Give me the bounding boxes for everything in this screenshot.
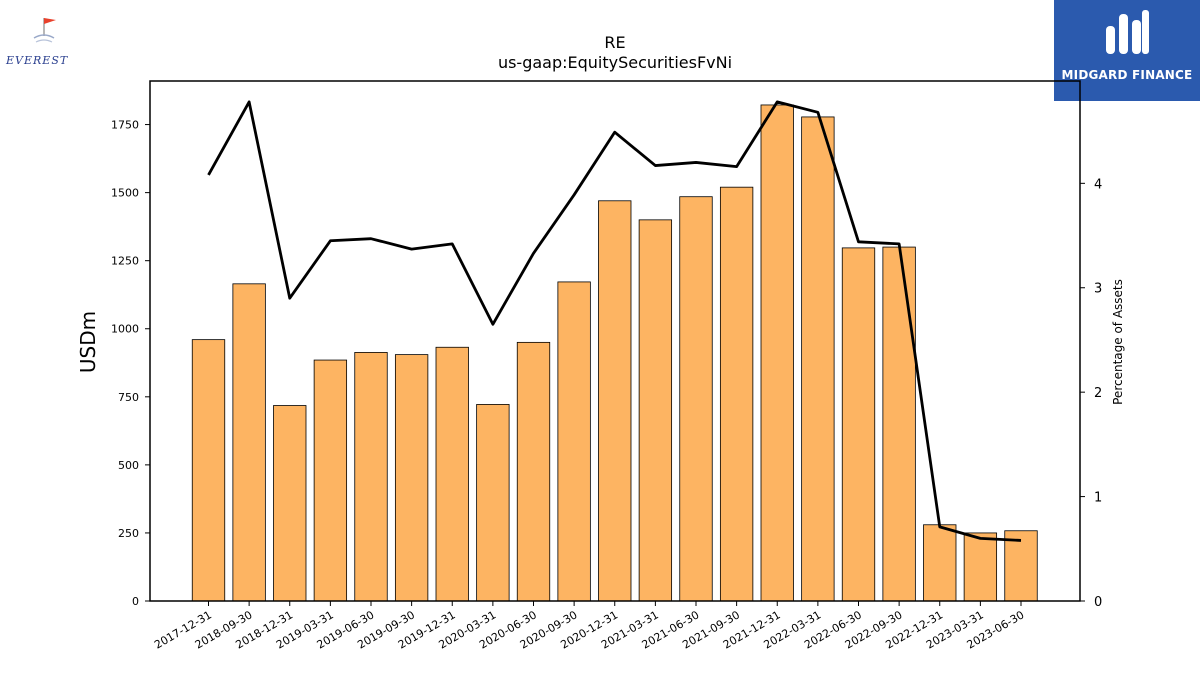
- chart-subtitle: us-gaap:EquitySecuritiesFvNi: [498, 53, 732, 72]
- bar-2020-12-31: [598, 200, 632, 602]
- y2-tick-label: 0: [1094, 595, 1102, 610]
- y2-axis-label: Percentage of Assets: [1111, 279, 1125, 405]
- bar-2022-09-30: [882, 246, 916, 602]
- y2-tick-label: 1: [1094, 491, 1102, 506]
- bar-2021-03-31: [638, 219, 673, 602]
- y2-tick-label: 4: [1094, 177, 1102, 192]
- bar-2021-12-31: [760, 104, 794, 602]
- bar-2019-06-30: [354, 352, 388, 602]
- chart-title: RE: [604, 33, 625, 52]
- bar-2022-12-31: [923, 524, 957, 602]
- everest-logo-text: EVEREST: [6, 54, 69, 67]
- y-tick-label: 750: [118, 391, 139, 404]
- y-tick-label: 1000: [111, 323, 139, 336]
- y-tick-label: 1250: [111, 255, 139, 268]
- flag-icon: [33, 18, 56, 43]
- bar-2019-03-31: [313, 359, 348, 602]
- y-axis-label: USDm: [76, 311, 100, 373]
- y-tick-label: 250: [118, 527, 139, 540]
- bar-series: [191, 104, 1038, 602]
- y-tick-label: 1750: [111, 119, 139, 132]
- y-tick-label: 1500: [111, 187, 139, 200]
- y-tick-label: 0: [132, 595, 139, 608]
- midgard-logo-text: MIDGARD FINANCE: [1061, 68, 1193, 82]
- y-tick-label: 500: [118, 459, 139, 472]
- bar-2023-03-31: [963, 532, 998, 602]
- bar-2021-09-30: [719, 186, 754, 602]
- bar-2018-09-30: [232, 283, 266, 602]
- bar-2019-09-30: [394, 354, 429, 602]
- bar-2023-06-30: [1004, 530, 1038, 602]
- y2-tick-label: 2: [1094, 386, 1102, 401]
- bar-2020-06-30: [516, 341, 551, 602]
- y2-tick-label: 3: [1094, 282, 1102, 297]
- everest-logo: EVEREST: [6, 14, 86, 70]
- midgard-mark-icon: [1106, 10, 1149, 54]
- bar-2020-09-30: [557, 281, 591, 602]
- bar-2021-06-30: [679, 196, 713, 602]
- bar-2022-03-31: [801, 116, 835, 602]
- line-series: [207, 100, 1022, 542]
- bar-2022-06-30: [841, 247, 876, 602]
- bar-2017-12-31: [191, 339, 226, 602]
- midgard-finance-logo: MIDGARD FINANCE: [1054, 0, 1200, 101]
- bar-2020-03-31: [476, 404, 510, 602]
- bar-2019-12-31: [435, 346, 469, 602]
- bar-2018-12-31: [273, 405, 307, 602]
